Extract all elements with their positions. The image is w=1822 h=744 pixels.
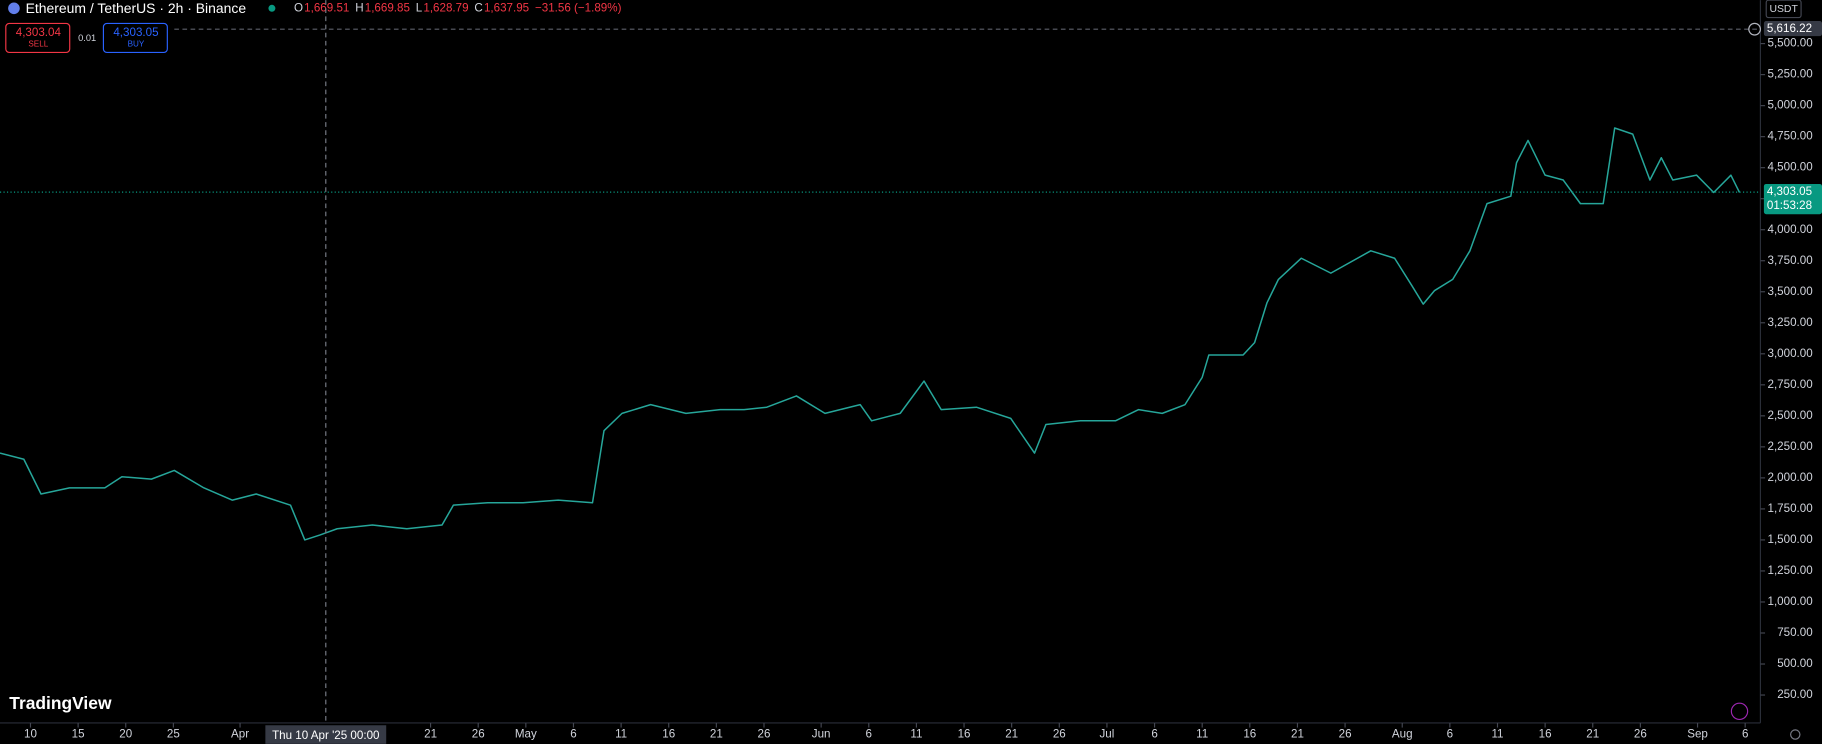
buy-label: BUY: [128, 39, 145, 48]
countdown: 01:53:28: [1767, 199, 1812, 212]
y-tick-label: 4,500.00: [1768, 161, 1813, 174]
y-tick-label: 5,000.00: [1768, 99, 1813, 112]
x-tick-label: 16: [1243, 728, 1256, 741]
ohlc-key: L: [416, 1, 423, 14]
x-tick-label: 11: [1491, 728, 1503, 741]
sell-button[interactable]: [5, 22, 71, 54]
y-tick-label: 3,000.00: [1768, 347, 1813, 360]
x-tick-label: 21: [424, 728, 437, 741]
buy-price: 4,303.05: [113, 26, 158, 39]
x-tick-label: 6: [1742, 728, 1748, 741]
price-line: [0, 127, 1741, 541]
y-tick-label: 2,250.00: [1768, 440, 1813, 453]
add-alert-icon[interactable]: [1748, 22, 1761, 36]
x-tick-label: 26: [1339, 728, 1352, 741]
x-tick-label: Aug: [1392, 728, 1413, 741]
x-tick-label: 26: [472, 728, 485, 741]
x-tick-label: 26: [1053, 728, 1066, 741]
ohlc-key: C: [474, 1, 482, 14]
y-tick-label: 5,500.00: [1768, 37, 1813, 50]
x-tick-label: Sep: [1687, 728, 1708, 741]
y-tick-label: 1,250.00: [1768, 564, 1813, 577]
ohlc-value: 1,669.51: [304, 1, 349, 14]
y-tick-label: 3,250.00: [1768, 316, 1813, 329]
price-label: 5,616.22: [1767, 22, 1812, 35]
y-tick-label: 4,000.00: [1768, 223, 1813, 236]
x-tick-label: 20: [119, 728, 132, 741]
symbol-icon: [8, 2, 20, 15]
price-label-box: [1763, 183, 1822, 215]
x-tick-label: 10: [24, 728, 37, 741]
crosshair-label: Thu 10 Apr '25 00:00: [272, 729, 379, 742]
y-tick-label: 750.00: [1777, 626, 1813, 639]
x-tick-label: 16: [662, 728, 675, 741]
y-tick-label: 1,750.00: [1768, 502, 1813, 515]
price-label-box: [1763, 21, 1822, 37]
x-tick-label: 21: [1291, 728, 1304, 741]
market-status: [268, 4, 276, 12]
y-tick-label: 5,250.00: [1768, 68, 1813, 81]
x-tick-label: 11: [910, 728, 922, 741]
logo: TradingView: [9, 693, 112, 713]
y-tick-label: 1,500.00: [1768, 533, 1813, 546]
ohlc-value: 1,628.79: [423, 1, 468, 14]
ohlc-value: 1,637.95: [484, 1, 529, 14]
x-tick-label: Jun: [812, 728, 831, 741]
x-tick-label: 6: [1447, 728, 1453, 741]
settings-icon[interactable]: [1790, 729, 1801, 740]
lightning-icon[interactable]: [1730, 702, 1749, 721]
x-tick-label: Jul: [1100, 728, 1115, 741]
crosshair-label-box: [265, 725, 387, 744]
currency: USDT: [1769, 4, 1798, 15]
ohlc-key: H: [355, 1, 363, 14]
x-tick-label: 6: [866, 728, 872, 741]
x-tick-label: 16: [958, 728, 971, 741]
y-tick-label: 3,500.00: [1768, 285, 1813, 298]
x-tick-label: 21: [1005, 728, 1018, 741]
sell-label: SELL: [28, 39, 48, 48]
y-tick-label: 500.00: [1777, 657, 1813, 670]
x-tick-label: 21: [710, 728, 723, 741]
ohlc-key: O: [294, 1, 303, 14]
currency-button[interactable]: [1765, 0, 1802, 19]
symbol-title: Ethereum / TetherUS · 2h · Binance: [26, 0, 247, 16]
y-tick-label: 4,750.00: [1768, 130, 1813, 143]
x-tick-label: 11: [1196, 728, 1208, 741]
y-tick-label: 2,500.00: [1768, 409, 1813, 422]
x-tick-label: 6: [570, 728, 576, 741]
y-tick-label: 1,000.00: [1768, 595, 1813, 608]
price-label: 4,303.05: [1767, 185, 1812, 198]
x-tick-label: 26: [1634, 728, 1647, 741]
quantity: 0.01: [78, 33, 96, 43]
x-tick-label: 21: [1586, 728, 1599, 741]
x-tick-label: 15: [72, 728, 85, 741]
plot: [0, 28, 1761, 541]
x-tick-label: 11: [615, 728, 627, 741]
x-tick-label: 16: [1539, 728, 1552, 741]
x-tick-label: 26: [758, 728, 771, 741]
x-tick-label: Apr: [231, 728, 249, 741]
change: −31.56 (−1.89%): [535, 1, 622, 14]
y-tick-label: 2,750.00: [1768, 378, 1813, 391]
x-tick-label: May: [515, 728, 537, 741]
buy-button[interactable]: [102, 22, 168, 54]
y-tick-label: 2,000.00: [1768, 471, 1813, 484]
x-tick-label: 25: [167, 728, 180, 741]
ohlc-legend: O 1,669.51 H 1,669.85 L 1,628.79 C 1,637.95: [294, 1, 529, 14]
ohlc-value: 1,669.85: [365, 1, 410, 14]
y-tick-label: 3,750.00: [1768, 254, 1813, 267]
y-tick-label: 250.00: [1777, 688, 1813, 701]
x-tick-label: 6: [1151, 728, 1157, 741]
sell-price: 4,303.04: [16, 26, 62, 39]
